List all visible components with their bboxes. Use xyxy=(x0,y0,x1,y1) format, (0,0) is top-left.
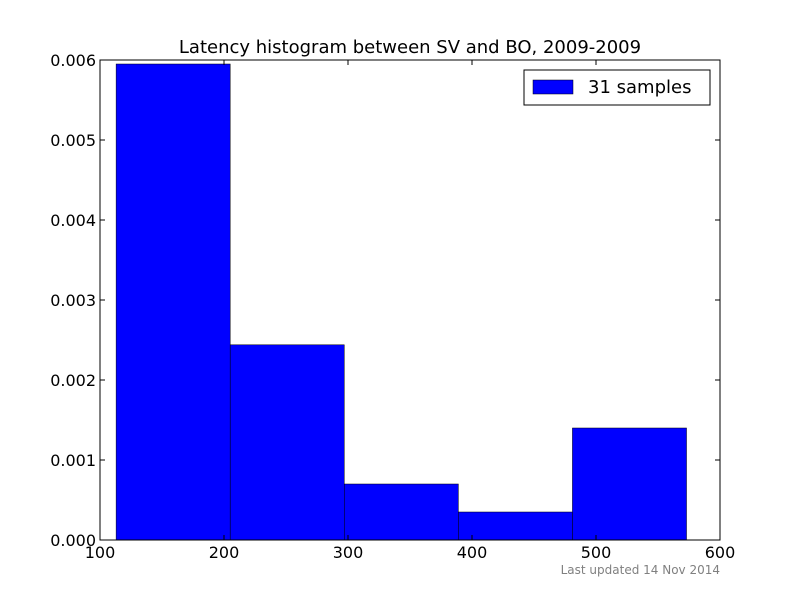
bars-layer xyxy=(115,63,687,541)
y-tick-label: 0.003 xyxy=(50,291,96,310)
legend: 31 samples xyxy=(523,69,711,106)
chart-title: Latency histogram between SV and BO, 200… xyxy=(179,37,641,58)
ticks-layer: 100 200 300 400 500 600 0.000 0.001 0.002 0.003 0.… xyxy=(50,51,735,562)
x-tick-label: 200 xyxy=(209,543,240,562)
histogram-bar-5 xyxy=(572,427,687,541)
x-tick-label: 500 xyxy=(581,543,612,562)
y-tick-label: 0.005 xyxy=(50,131,96,150)
histogram-bar-4 xyxy=(458,511,573,541)
x-tick-label: 100 xyxy=(85,543,116,562)
histogram-bar-3 xyxy=(344,483,459,541)
histogram-bar-2 xyxy=(229,344,345,541)
histogram-bar-1 xyxy=(115,63,231,541)
legend-label: 31 samples xyxy=(588,77,691,98)
y-tick-label: 0.004 xyxy=(50,211,96,230)
y-tick-label: 0.002 xyxy=(50,371,96,390)
last-updated-note: Last updated 14 Nov 2014 xyxy=(561,563,720,577)
x-tick-label: 600 xyxy=(705,543,736,562)
x-tick-label: 400 xyxy=(457,543,488,562)
y-tick-label: 0.001 xyxy=(50,451,96,470)
x-tick-label: 300 xyxy=(333,543,364,562)
legend-swatch xyxy=(532,79,574,95)
y-tick-label: 0.000 xyxy=(50,531,96,550)
y-tick-label: 0.006 xyxy=(50,51,96,70)
